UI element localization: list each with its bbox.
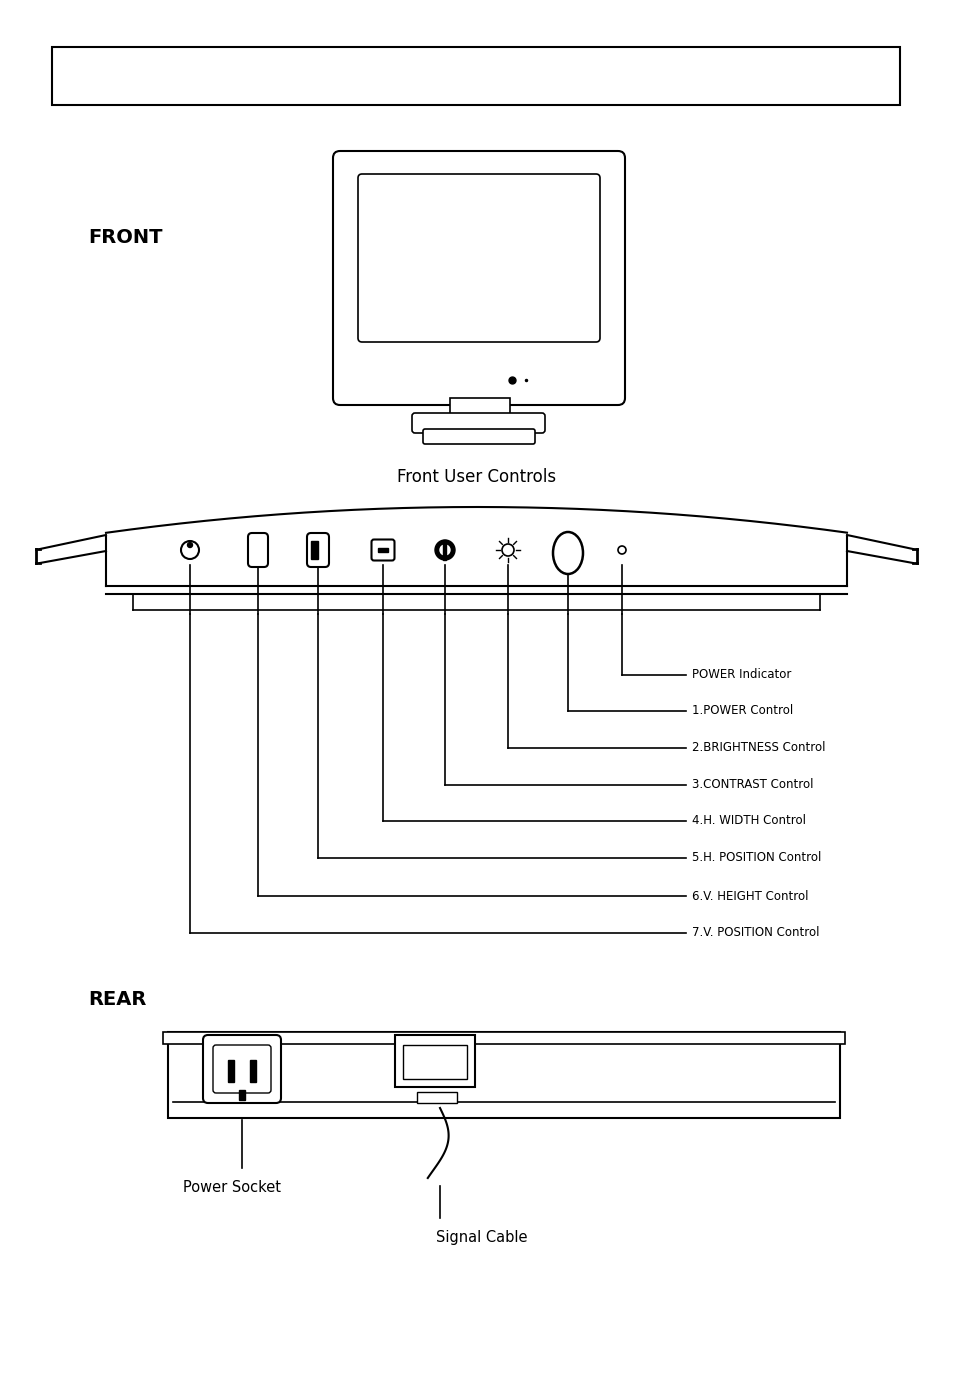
Bar: [311, 541, 317, 559]
FancyBboxPatch shape: [307, 532, 329, 567]
FancyBboxPatch shape: [412, 414, 544, 433]
Ellipse shape: [553, 532, 582, 574]
Bar: [163, 1032, 844, 1044]
FancyBboxPatch shape: [213, 1046, 271, 1093]
FancyBboxPatch shape: [248, 532, 268, 567]
Text: 5.H. POSITION Control: 5.H. POSITION Control: [691, 852, 821, 864]
Text: 2.BRIGHTNESS Control: 2.BRIGHTNESS Control: [691, 741, 824, 755]
Bar: [52, 47, 899, 105]
Text: 4.H. WIDTH Control: 4.H. WIDTH Control: [691, 815, 805, 827]
Text: FRONT: FRONT: [88, 228, 162, 248]
FancyBboxPatch shape: [203, 1034, 281, 1104]
Text: Power Socket: Power Socket: [183, 1180, 281, 1195]
Bar: [168, 1032, 840, 1117]
Bar: [239, 1090, 245, 1099]
Text: Front User Controls: Front User Controls: [397, 467, 556, 485]
Text: POWER Indicator: POWER Indicator: [691, 668, 791, 682]
Bar: [228, 1059, 233, 1082]
Text: 6.V. HEIGHT Control: 6.V. HEIGHT Control: [691, 889, 807, 903]
Circle shape: [439, 545, 450, 555]
FancyBboxPatch shape: [357, 174, 599, 342]
FancyBboxPatch shape: [371, 539, 395, 560]
Text: Signal Cable: Signal Cable: [436, 1229, 527, 1245]
Text: REAR: REAR: [88, 990, 146, 1010]
FancyBboxPatch shape: [422, 429, 535, 444]
Bar: [250, 1059, 255, 1082]
Text: 7.V. POSITION Control: 7.V. POSITION Control: [691, 927, 819, 939]
Bar: [443, 539, 446, 560]
Bar: [395, 1034, 475, 1087]
Text: 1.POWER Control: 1.POWER Control: [691, 704, 792, 718]
FancyBboxPatch shape: [333, 151, 624, 405]
Bar: [402, 1046, 467, 1079]
Bar: [377, 548, 388, 552]
Circle shape: [435, 539, 455, 560]
Bar: [416, 1093, 456, 1104]
Bar: [450, 398, 510, 416]
Circle shape: [188, 542, 193, 548]
Text: 3.CONTRAST Control: 3.CONTRAST Control: [691, 779, 813, 791]
